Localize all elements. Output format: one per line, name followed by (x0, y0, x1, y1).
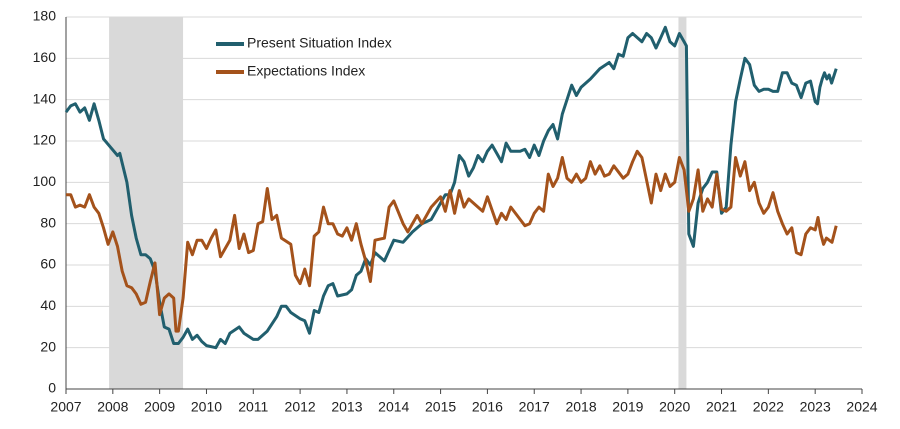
x-tick-label: 2018 (565, 399, 596, 415)
y-tick-label: 60 (40, 256, 56, 272)
y-tick-label: 120 (33, 132, 57, 148)
x-tick-label: 2012 (285, 399, 316, 415)
legend-label: Present Situation Index (247, 35, 392, 51)
x-tick-label: 2015 (425, 399, 456, 415)
y-tick-label: 140 (33, 90, 57, 106)
x-tick-label: 2023 (800, 399, 831, 415)
x-tick-label: 2007 (50, 399, 81, 415)
x-tick-label: 2020 (659, 399, 690, 415)
x-tick-label: 2011 (238, 399, 268, 415)
x-tick-label: 2019 (612, 399, 643, 415)
x-tick-label: 2022 (753, 399, 784, 415)
y-tick-label: 180 (33, 8, 57, 24)
y-tick-label: 80 (40, 214, 56, 230)
legend-label: Expectations Index (247, 63, 365, 79)
x-tick-label: 2014 (378, 399, 409, 415)
shaded-region (678, 17, 687, 389)
x-tick-label: 2021 (706, 399, 737, 415)
x-tick-label: 2010 (191, 399, 222, 415)
y-tick-label: 0 (48, 380, 56, 396)
y-tick-label: 40 (40, 297, 56, 313)
x-tick-label: 2016 (472, 399, 503, 415)
x-tick-label: 2017 (519, 399, 550, 415)
x-tick-label: 2024 (846, 399, 877, 415)
shaded-region (109, 17, 184, 389)
x-tick-label: 2008 (97, 399, 128, 415)
series-line (66, 149, 838, 333)
x-tick-label: 2009 (144, 399, 175, 415)
series-line (64, 25, 838, 350)
y-tick-label: 20 (40, 338, 56, 354)
x-tick-label: 2013 (331, 399, 362, 415)
y-tick-label: 100 (33, 173, 57, 189)
y-tick-label: 160 (33, 49, 57, 65)
